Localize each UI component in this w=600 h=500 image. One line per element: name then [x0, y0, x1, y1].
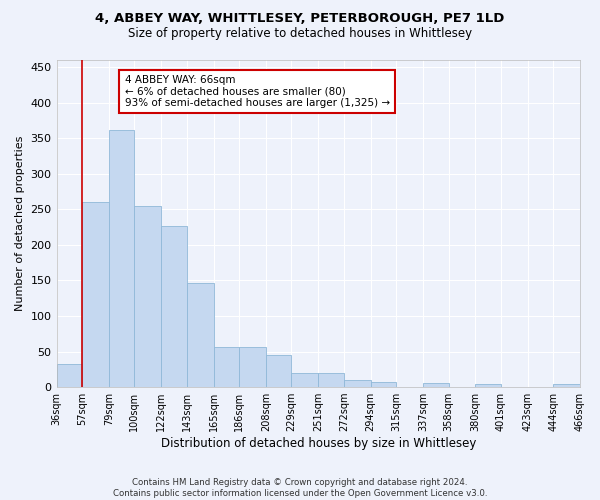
- Bar: [553, 384, 580, 387]
- Bar: [318, 373, 344, 387]
- Bar: [292, 373, 318, 387]
- Bar: [239, 346, 266, 387]
- Bar: [371, 382, 396, 387]
- Bar: [161, 226, 187, 387]
- Bar: [475, 384, 501, 387]
- Text: Contains HM Land Registry data © Crown copyright and database right 2024.
Contai: Contains HM Land Registry data © Crown c…: [113, 478, 487, 498]
- X-axis label: Distribution of detached houses by size in Whittlesey: Distribution of detached houses by size …: [161, 437, 476, 450]
- Bar: [56, 364, 82, 387]
- Bar: [187, 282, 214, 387]
- Text: 4, ABBEY WAY, WHITTLESEY, PETERBOROUGH, PE7 1LD: 4, ABBEY WAY, WHITTLESEY, PETERBOROUGH, …: [95, 12, 505, 26]
- Text: Size of property relative to detached houses in Whittlesey: Size of property relative to detached ho…: [128, 28, 472, 40]
- Bar: [134, 206, 161, 387]
- Bar: [82, 202, 109, 387]
- Bar: [109, 130, 134, 387]
- Bar: [266, 355, 292, 387]
- Bar: [214, 346, 239, 387]
- Y-axis label: Number of detached properties: Number of detached properties: [15, 136, 25, 311]
- Bar: [423, 383, 449, 387]
- Bar: [344, 380, 371, 387]
- Text: 4 ABBEY WAY: 66sqm
← 6% of detached houses are smaller (80)
93% of semi-detached: 4 ABBEY WAY: 66sqm ← 6% of detached hous…: [125, 74, 390, 108]
